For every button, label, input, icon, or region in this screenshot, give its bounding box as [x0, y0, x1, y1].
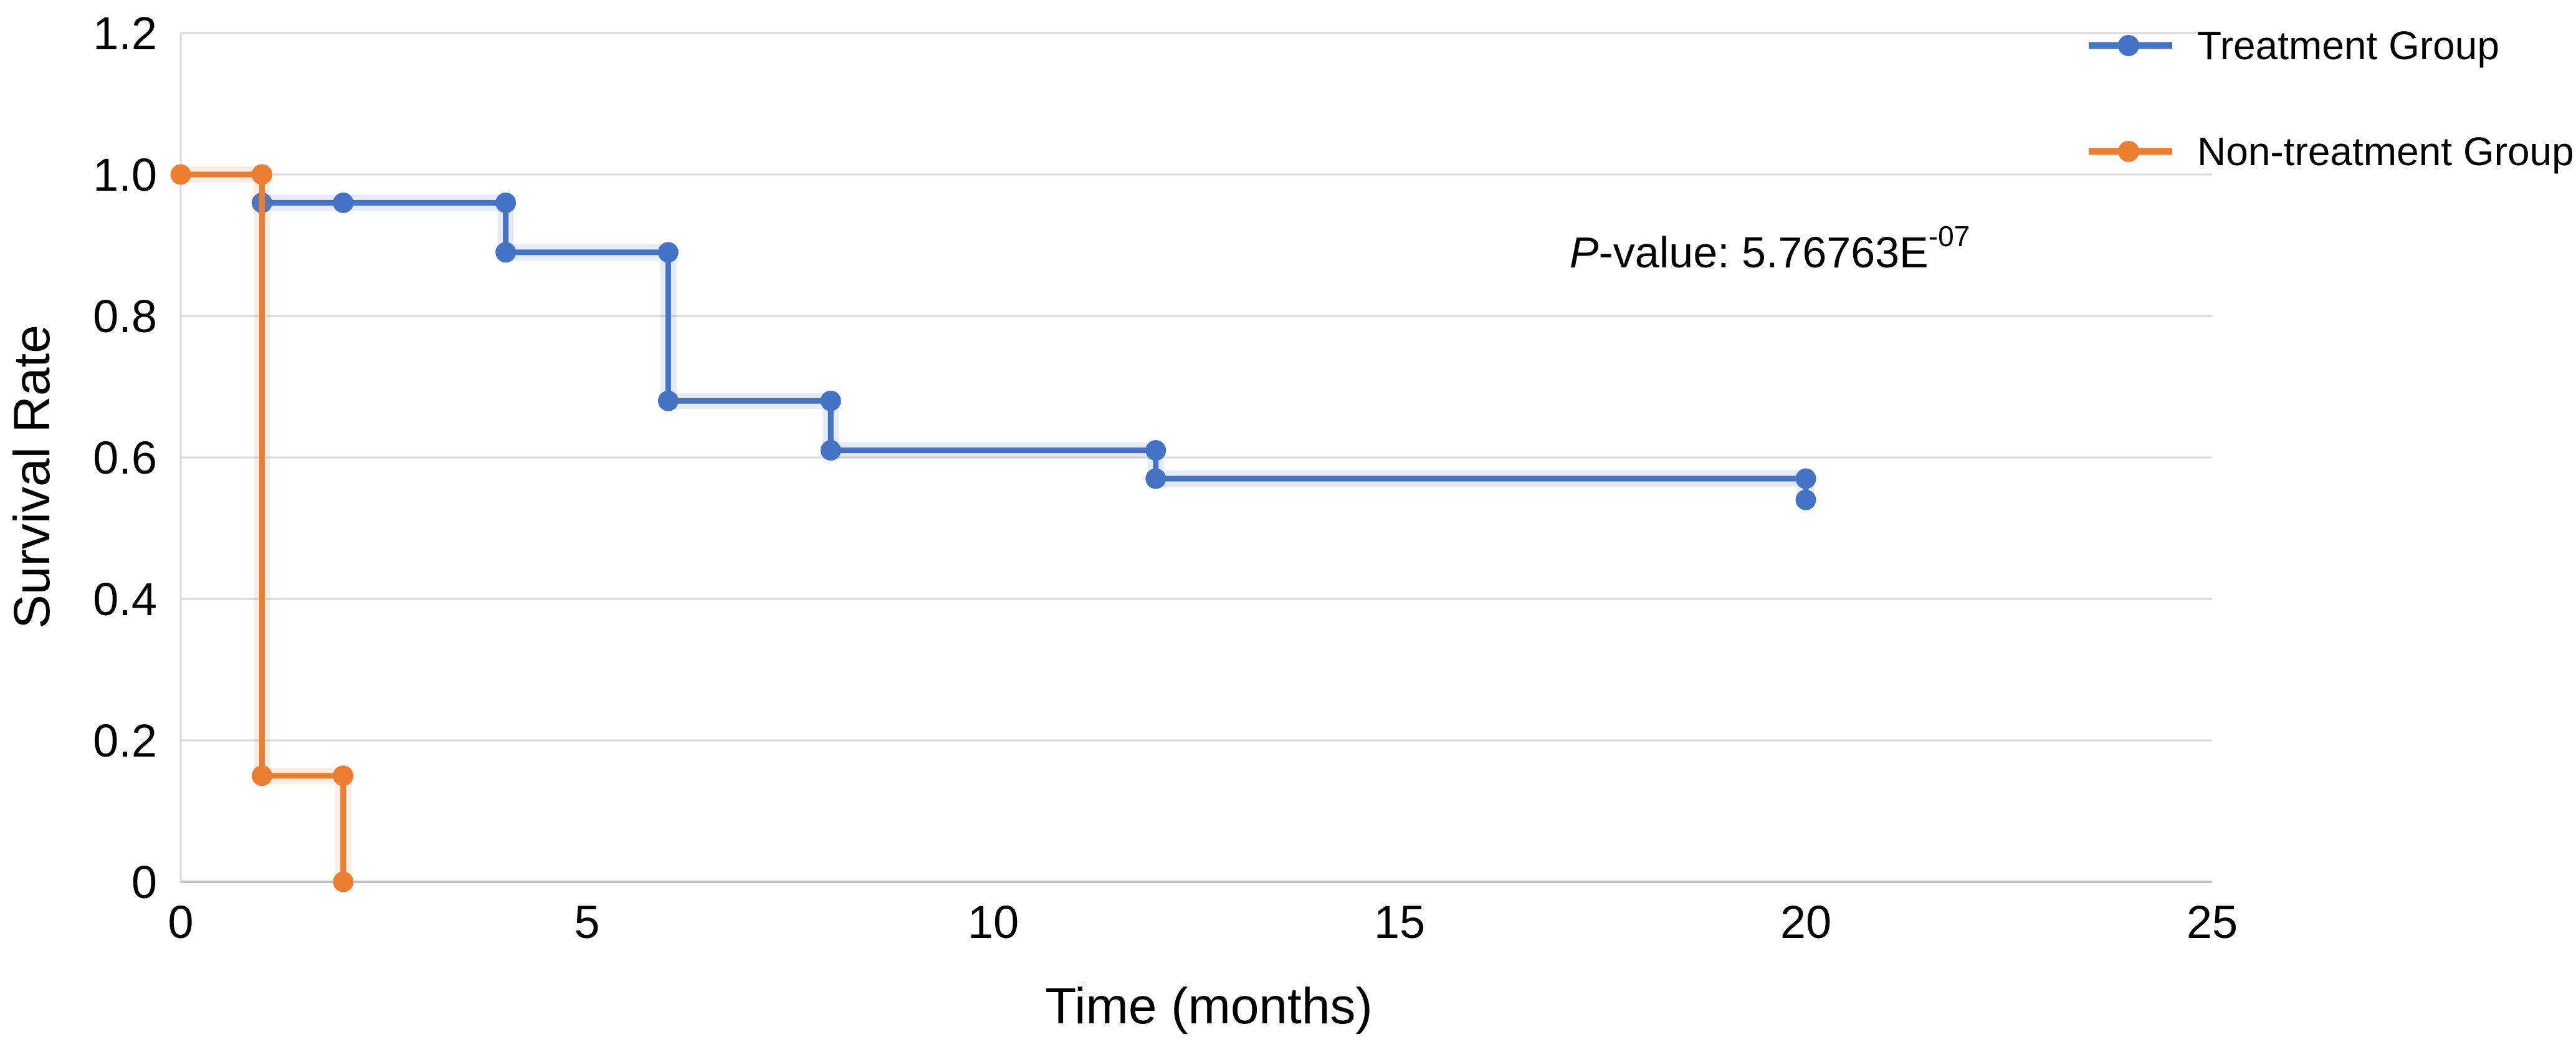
- data-point-treatment-group: [1145, 440, 1166, 461]
- x-tick-label: 0: [168, 896, 193, 948]
- data-point-treatment-group: [1795, 489, 1816, 510]
- data-point-treatment-group: [495, 192, 517, 213]
- data-point-treatment-group: [657, 390, 679, 411]
- legend-item-non-treatment-group: Non-treatment Group: [2089, 128, 2574, 174]
- y-tick-label: 0.6: [93, 432, 157, 484]
- y-tick-label: 1.2: [93, 7, 157, 59]
- x-tick-label: 20: [1780, 896, 1831, 948]
- data-point-treatment-group: [820, 440, 841, 461]
- legend-label-treatment: Treatment Group: [2197, 23, 2499, 68]
- p-value-exponent: -07: [1928, 220, 1970, 252]
- legend-dot-treatment: [2118, 35, 2139, 56]
- y-tick-label: 0.8: [93, 290, 157, 342]
- x-tick-label: 15: [1374, 896, 1425, 948]
- y-tick-label: 0.2: [93, 715, 157, 767]
- y-tick-label: 0: [131, 856, 157, 908]
- legend-marker-non-treatment-icon: [2089, 141, 2172, 162]
- series-line-treatment-group: [259, 199, 1809, 503]
- data-point-treatment-group: [820, 390, 841, 411]
- p-value-symbol: P: [1569, 228, 1599, 277]
- y-axis-title: Survival Rate: [4, 325, 60, 629]
- data-point-non-treatment-group: [251, 164, 272, 185]
- y-tick-label: 0.4: [93, 573, 157, 625]
- data-point-non-treatment-group: [251, 765, 272, 786]
- legend-dot-non-treatment: [2118, 141, 2139, 162]
- data-point-non-treatment-group: [333, 765, 354, 786]
- legend-label-non-treatment: Non-treatment Group: [2197, 129, 2574, 174]
- p-value-annotation: P-value: 5.76763E-07: [1570, 219, 1970, 277]
- data-point-treatment-group: [1145, 468, 1166, 489]
- data-point-treatment-group: [1795, 468, 1816, 489]
- data-point-treatment-group: [657, 242, 679, 263]
- p-value-text: -value: 5.76763E: [1598, 228, 1929, 277]
- y-tick-label: 1.0: [93, 149, 157, 201]
- x-axis-title: Time (months): [1045, 978, 1373, 1035]
- legend-marker-treatment-icon: [2089, 35, 2172, 56]
- data-point-non-treatment-group: [333, 871, 354, 892]
- legend-item-treatment-group: Treatment Group: [2089, 22, 2574, 69]
- legend: Treatment Group Non-treatment Group: [2089, 22, 2574, 174]
- x-tick-label: 10: [968, 896, 1019, 948]
- data-point-treatment-group: [495, 242, 517, 263]
- data-point-treatment-group: [333, 192, 354, 213]
- data-point-non-treatment-group: [170, 164, 191, 185]
- x-tick-label: 25: [2187, 896, 2238, 948]
- x-tick-label: 5: [574, 896, 599, 948]
